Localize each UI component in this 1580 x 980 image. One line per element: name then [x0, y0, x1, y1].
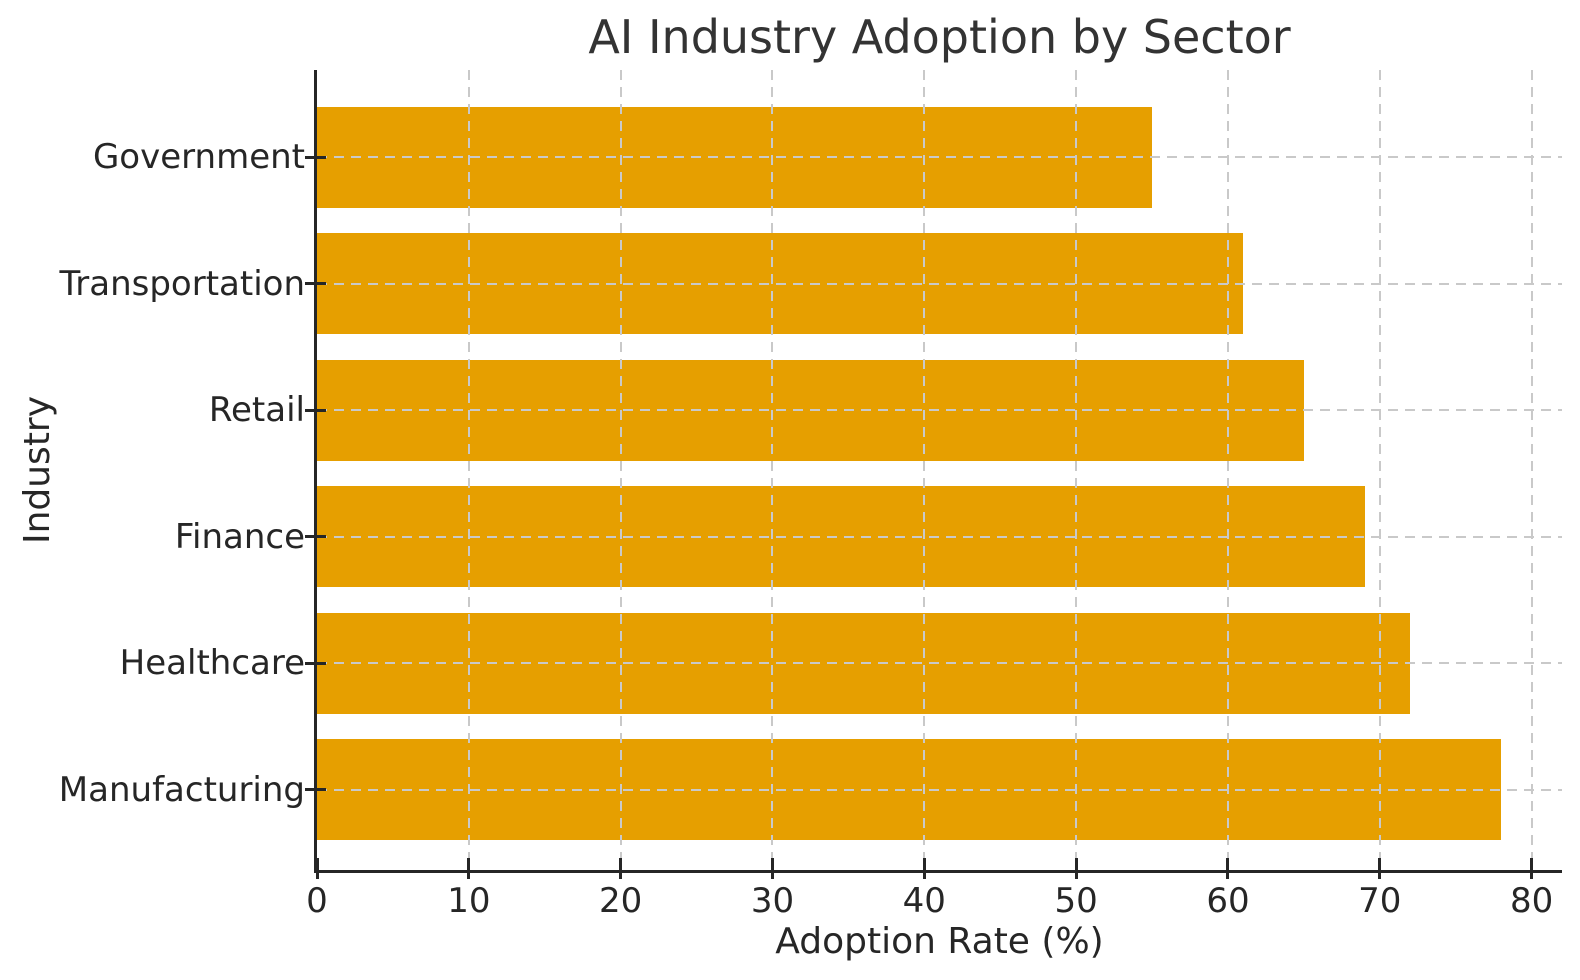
x-tick-70	[1378, 858, 1382, 879]
x-tick-50	[1074, 858, 1078, 879]
gridline-x-70	[1378, 70, 1381, 870]
x-tick-10	[467, 858, 471, 879]
gridline-x-60	[1226, 70, 1229, 870]
plot-area	[305, 70, 1562, 879]
x-tick-20	[619, 858, 623, 879]
x-tick-label-50: 50	[1054, 881, 1098, 921]
gridline-x-20	[619, 70, 622, 870]
gridline-x-10	[467, 70, 470, 870]
x-tick-label-80: 80	[1509, 881, 1554, 921]
y-tick-manufacturing	[305, 788, 326, 792]
y-tick-label-government: Government	[92, 137, 305, 178]
y-tick-transportation	[305, 282, 326, 286]
y-tick-finance	[305, 535, 326, 539]
gridline-x-50	[1075, 70, 1078, 870]
x-tick-label-10: 10	[447, 881, 491, 921]
y-tick-label-healthcare: Healthcare	[119, 643, 305, 684]
y-tick-label-manufacturing: Manufacturing	[58, 769, 305, 810]
x-tick-label-70: 70	[1358, 881, 1402, 921]
gridline-y-transportation	[317, 282, 1562, 285]
y-tick-label-finance: Finance	[174, 516, 305, 557]
x-tick-40	[922, 858, 926, 879]
gridline-y-government	[317, 156, 1562, 159]
gridline-x-40	[923, 70, 926, 870]
x-tick-30	[770, 858, 774, 879]
x-tick-80	[1530, 858, 1534, 879]
x-tick-label-20: 20	[599, 881, 643, 921]
x-tick-label-60: 60	[1206, 881, 1250, 921]
gridline-y-manufacturing	[317, 788, 1562, 791]
y-tick-healthcare	[305, 661, 326, 665]
chart-title: AI Industry Adoption by Sector	[588, 10, 1291, 64]
gridline-x-80	[1530, 70, 1533, 870]
y-tick-label-transportation: Transportation	[59, 263, 305, 304]
gridline-y-retail	[317, 409, 1562, 412]
x-tick-label-40: 40	[902, 881, 946, 921]
y-tick-government	[305, 155, 326, 159]
x-axis-label: Adoption Rate (%)	[775, 921, 1104, 962]
gridline-x-30	[771, 70, 774, 870]
x-tick-label-0: 0	[306, 881, 328, 921]
gridline-y-finance	[317, 535, 1562, 538]
y-tick-retail	[305, 408, 326, 412]
x-tick-label-30: 30	[750, 881, 795, 921]
gridline-y-healthcare	[317, 662, 1562, 665]
x-tick-60	[1226, 858, 1230, 879]
y-tick-label-retail: Retail	[208, 390, 305, 431]
x-tick-0	[315, 858, 319, 879]
